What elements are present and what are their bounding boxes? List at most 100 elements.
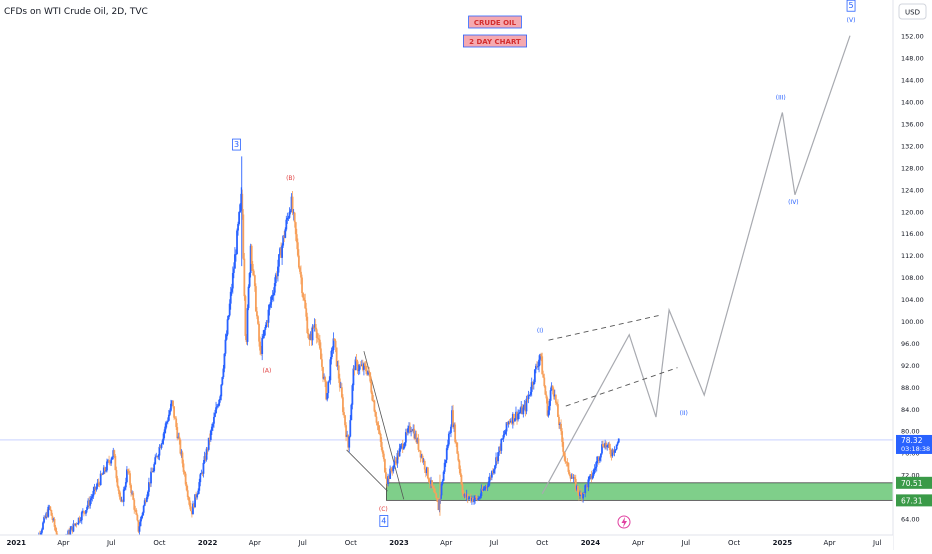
candle-body bbox=[330, 350, 333, 360]
candle-body bbox=[368, 370, 371, 373]
candle-body bbox=[206, 448, 209, 450]
candle-body bbox=[177, 436, 180, 439]
candle-body bbox=[75, 523, 78, 525]
candle-body bbox=[600, 453, 602, 458]
candle-body bbox=[99, 473, 102, 486]
candle-body bbox=[316, 337, 319, 339]
wave-label-a-2: (A) bbox=[263, 368, 272, 375]
y-tick-label-15: 124.00 bbox=[901, 186, 924, 194]
candle-body bbox=[530, 382, 533, 392]
candle-body bbox=[107, 460, 109, 462]
candle-body bbox=[399, 445, 402, 449]
wave-connector-line-1 bbox=[346, 449, 388, 492]
candle-body bbox=[372, 400, 375, 402]
candle-body bbox=[447, 433, 450, 445]
candle-body bbox=[289, 210, 292, 213]
y-tick-label-10: 104.00 bbox=[901, 296, 924, 304]
y-tick-label-20: 144.00 bbox=[901, 77, 924, 85]
candle-body bbox=[574, 478, 577, 490]
candle-body bbox=[73, 523, 76, 525]
zone-bottom-badge bbox=[896, 494, 932, 507]
candle-body bbox=[267, 309, 270, 323]
candle-body bbox=[184, 473, 187, 485]
channel-upper-line bbox=[548, 315, 659, 341]
candle-body bbox=[572, 477, 575, 479]
candle-body bbox=[221, 377, 224, 385]
candle-body bbox=[415, 433, 418, 443]
candle-body bbox=[309, 333, 312, 340]
candle-body bbox=[360, 364, 363, 366]
candle-body bbox=[346, 434, 349, 437]
projection-path bbox=[541, 35, 851, 495]
candle-body bbox=[602, 444, 604, 447]
candle-body bbox=[112, 450, 115, 457]
candle-body bbox=[485, 485, 488, 487]
candle-body bbox=[493, 469, 495, 474]
candle-body bbox=[381, 449, 384, 454]
candle-body bbox=[454, 424, 457, 443]
candle-body bbox=[82, 510, 85, 513]
candle-body bbox=[102, 467, 105, 474]
candle-body bbox=[165, 421, 168, 424]
candle-body bbox=[321, 359, 323, 367]
candle-body bbox=[474, 496, 476, 500]
candle-body bbox=[467, 497, 470, 499]
candle-body bbox=[528, 394, 531, 396]
candle-body bbox=[194, 494, 196, 508]
candle-body bbox=[347, 434, 350, 448]
candle-body bbox=[128, 471, 130, 474]
candle-body bbox=[272, 292, 275, 295]
candle-body bbox=[135, 509, 138, 515]
candle-body bbox=[323, 377, 325, 379]
candle-body bbox=[402, 446, 405, 450]
candle-body bbox=[351, 385, 354, 405]
candle-body bbox=[68, 530, 71, 536]
candle-body bbox=[149, 482, 151, 484]
candle-body bbox=[329, 359, 332, 381]
candle-body bbox=[507, 421, 510, 425]
candle-body bbox=[563, 451, 566, 457]
candle-body bbox=[171, 400, 173, 404]
candle-body bbox=[498, 446, 501, 453]
candle-body bbox=[69, 529, 72, 536]
candle-body bbox=[568, 471, 571, 476]
candle-body bbox=[429, 481, 431, 484]
candle-body bbox=[421, 455, 424, 462]
candle-body bbox=[247, 286, 250, 309]
candle-body bbox=[111, 456, 114, 460]
candle-body bbox=[266, 321, 269, 323]
candle-body bbox=[339, 387, 342, 389]
price-axis-bg bbox=[893, 0, 932, 550]
candle-body bbox=[465, 494, 468, 498]
candle-body bbox=[105, 470, 107, 472]
candle-body bbox=[366, 371, 368, 375]
candle-body bbox=[181, 452, 184, 464]
candle-body bbox=[151, 471, 153, 473]
candle-body bbox=[320, 348, 322, 360]
candle-body bbox=[269, 302, 272, 305]
candle-body bbox=[500, 439, 503, 451]
candle-body bbox=[338, 378, 341, 388]
wave-label-b-1: (B) bbox=[286, 175, 295, 182]
candle-body bbox=[443, 462, 446, 472]
candle-body bbox=[439, 495, 442, 500]
candle-body bbox=[77, 517, 80, 524]
candle-body bbox=[569, 475, 572, 479]
candle-body bbox=[76, 523, 79, 525]
candle-body bbox=[334, 340, 337, 348]
candle-body bbox=[97, 482, 100, 484]
candle-body bbox=[441, 480, 444, 485]
candle-body bbox=[204, 456, 207, 460]
candle-body bbox=[268, 304, 271, 310]
candle-body bbox=[571, 477, 574, 479]
candle-body bbox=[163, 429, 166, 434]
candle-body bbox=[164, 423, 167, 430]
countdown-label: 03:18:38 bbox=[901, 445, 930, 453]
candle-body bbox=[518, 412, 521, 414]
candle-body bbox=[115, 470, 118, 479]
candle-body bbox=[552, 389, 555, 397]
candle-body bbox=[48, 506, 51, 508]
candle-body bbox=[508, 421, 511, 423]
candle-body bbox=[453, 424, 456, 428]
